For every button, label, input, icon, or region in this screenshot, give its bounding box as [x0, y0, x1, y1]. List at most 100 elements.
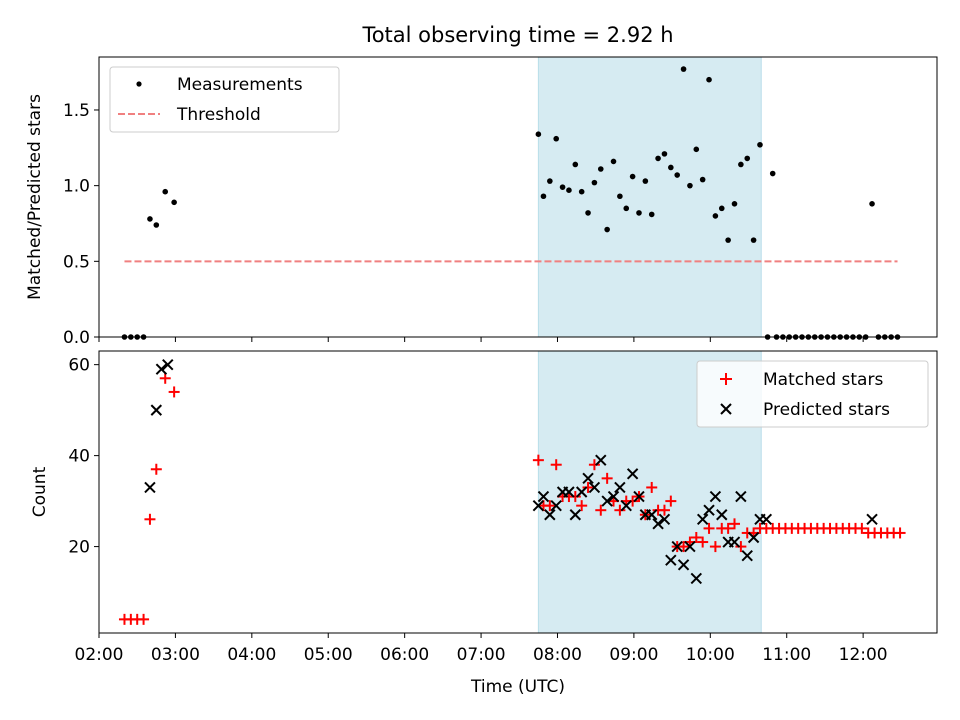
predicted-star-point: [633, 490, 645, 503]
top-x-ticks: [98, 337, 864, 342]
predicted-star-point: [747, 531, 760, 544]
predicted-star-point: [162, 358, 174, 371]
measurement-point: [674, 172, 680, 178]
matched-star-point: [735, 541, 747, 553]
matched-star-point: [894, 527, 906, 539]
x-tick-label: 10:00: [686, 645, 735, 665]
measurement-point: [617, 193, 623, 200]
legend-matched-marker: [720, 373, 732, 385]
measurement-point: [559, 184, 566, 190]
predicted-star-point: [652, 518, 664, 530]
measurement-point: [540, 193, 547, 200]
matched-star-point: [678, 541, 690, 553]
matched-star-point: [729, 518, 741, 530]
predicted-star-point: [690, 572, 703, 585]
measurement-point: [547, 178, 553, 184]
predicted-star-point: [537, 490, 550, 503]
measurement-point: [869, 201, 875, 207]
top-plot-marks: [121, 66, 901, 340]
x-tick-label: 02:00: [75, 645, 124, 665]
matched-star-point: [614, 504, 626, 516]
bottom-y-tick-label: 20: [68, 538, 90, 558]
measurement-point: [731, 201, 738, 207]
x-tick-label: 06:00: [380, 645, 429, 665]
x-tick-label: 07:00: [457, 645, 506, 665]
measurement-point: [725, 237, 731, 243]
measurement-point: [687, 182, 693, 189]
measurement-point: [636, 210, 642, 216]
predicted-star-point: [550, 499, 562, 512]
predicted-star-point: [150, 404, 163, 416]
bottom-y-ticks: 20 40 60: [68, 356, 99, 558]
predicted-star-point: [144, 481, 156, 494]
measurement-point: [162, 188, 169, 195]
bottom-x-ticks: 02:00 03:00 04:00 05:00 06:00 07:00 08:00 09:00…: [75, 633, 888, 665]
matched-star-point: [595, 504, 607, 516]
predicted-star-point: [684, 540, 696, 553]
measurement-point: [591, 179, 598, 186]
bottom-legend: Matched stars Predicted stars: [696, 360, 929, 428]
bottom-legend-box: [696, 360, 929, 428]
measurement-point: [668, 164, 674, 171]
matched-star-point: [697, 536, 709, 548]
measurement-point: [610, 158, 617, 165]
measurement-point: [699, 176, 706, 183]
predicted-star-point: [595, 454, 607, 466]
predicted-star-point: [532, 499, 545, 512]
predicted-star-point: [614, 481, 626, 494]
legend-predicted-marker: [720, 403, 732, 415]
predicted-star-point: [601, 495, 613, 507]
measurement-point: [566, 187, 572, 193]
bottom-axes-frame: [98, 350, 938, 634]
predicted-star-point: [607, 490, 620, 503]
matched-star-point: [588, 459, 600, 471]
predicted-star-point: [735, 490, 747, 503]
x-tick-label: 08:00: [533, 645, 582, 665]
predicted-star-point: [741, 549, 753, 562]
top-y-axis-label: Matched/Predicted stars: [25, 94, 45, 300]
top-y-tick-label: 1.5: [63, 101, 90, 121]
legend-predicted-label: Predicted stars: [763, 400, 890, 420]
measurement-point: [655, 155, 661, 162]
x-tick-label: 09:00: [609, 645, 658, 665]
bottom-y-tick-label: 40: [68, 447, 90, 467]
x-tick-label: 04:00: [227, 645, 276, 665]
predicted-star-point: [696, 513, 709, 525]
matched-star-point: [150, 463, 162, 475]
measurement-point: [744, 155, 751, 162]
predicted-star-point: [703, 504, 715, 516]
top-legend-box: [109, 66, 340, 133]
matched-star-point: [138, 613, 150, 625]
measurement-point: [661, 151, 668, 157]
top-panel: 0.0 0.5 1.0 1.5 Matched/Predicted stars Mea…: [25, 56, 938, 348]
measurement-point: [623, 205, 630, 212]
measurement-point: [718, 205, 725, 212]
predicted-star-point: [646, 509, 658, 521]
measurement-point: [693, 146, 700, 153]
matched-star-point: [144, 513, 156, 525]
measurement-point: [572, 161, 579, 168]
matched-star-point: [544, 500, 556, 512]
measurement-point: [706, 76, 712, 83]
predicted-star-point: [588, 481, 601, 494]
predicted-star-point: [620, 499, 632, 512]
predicted-star-point: [563, 486, 575, 498]
matched-star-point: [703, 522, 715, 534]
top-y-ticks: 0.0 0.5 1.0 1.5: [63, 101, 99, 348]
matched-star-point: [665, 495, 677, 507]
legend-matched-label: Matched stars: [763, 370, 883, 390]
measurement-point: [750, 237, 757, 243]
measurement-point: [648, 211, 655, 218]
matched-star-point: [569, 491, 581, 503]
matched-star-point: [658, 504, 670, 516]
matched-star-point: [627, 495, 639, 507]
measurement-point: [578, 188, 585, 195]
measurement-point: [757, 141, 763, 148]
measurement-point: [738, 161, 744, 168]
legend-measurements-marker: [136, 81, 142, 87]
x-tick-label: 03:00: [151, 645, 200, 665]
x-axis-label: Time (UTC): [470, 677, 565, 697]
top-legend: Measurements Threshold: [109, 66, 340, 133]
predicted-star-point: [709, 490, 722, 503]
legend-measurements-label: Measurements: [177, 75, 303, 95]
